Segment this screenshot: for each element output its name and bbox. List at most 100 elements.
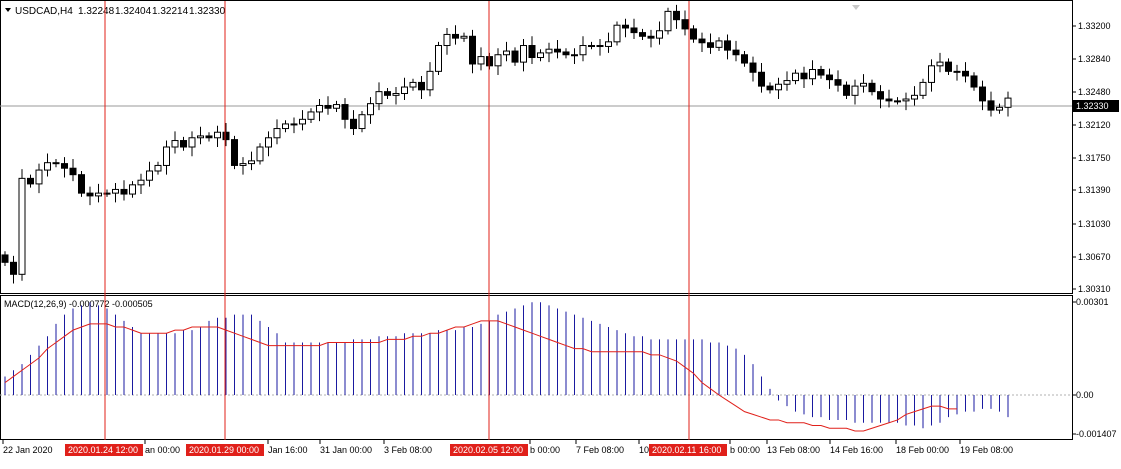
- candle-body: [885, 98, 893, 102]
- candle-body: [27, 177, 34, 185]
- symbol-dropdown-icon[interactable]: [5, 8, 11, 12]
- candle-body: [95, 192, 102, 197]
- candle-body: [1, 254, 9, 263]
- candle-body: [494, 54, 502, 67]
- candle-body: [341, 104, 349, 120]
- ohlc-open: 1.32248: [78, 6, 115, 17]
- price-tick: 1.30310: [1078, 284, 1111, 294]
- candle-body: [290, 123, 298, 126]
- candle-body: [545, 48, 553, 54]
- candle-body: [690, 28, 697, 40]
- price-tick: 1.33200: [1078, 21, 1111, 31]
- price-tick: 1.32480: [1078, 87, 1111, 97]
- candle-body: [426, 70, 434, 91]
- time-axis: 22 Jan 2020 an 00:00 Jan 16:00 31 Jan 00…: [2, 440, 1013, 455]
- candle-body: [528, 45, 536, 59]
- candle-body: [605, 41, 612, 47]
- candle-body: [775, 83, 782, 91]
- candle-body: [749, 62, 757, 73]
- candle-body: [698, 38, 706, 44]
- candle-body: [826, 74, 833, 81]
- candle-body: [103, 192, 111, 195]
- candle-body: [987, 100, 995, 111]
- candle-body: [970, 75, 978, 88]
- time-marker-label: 2020.02.05 12:00: [453, 445, 523, 455]
- price-axis: 1.33200 1.32840 1.32480 1.32120 1.31750 …: [1072, 21, 1111, 294]
- candle-body: [282, 123, 289, 130]
- symbol-label[interactable]: USDCAD,H4: [15, 6, 73, 17]
- candle-body: [112, 188, 119, 194]
- time-label: b 00:00: [530, 445, 560, 455]
- candle-body: [409, 81, 417, 88]
- candle-body: [392, 92, 400, 96]
- candle-body: [367, 103, 374, 116]
- candle-body: [902, 98, 910, 102]
- candle-body: [214, 131, 221, 139]
- current-price-badge: [1073, 100, 1119, 112]
- candle-body: [656, 30, 663, 39]
- price-pane[interactable]: [0, 0, 1073, 294]
- candle-body: [44, 162, 51, 171]
- candle-body: [384, 91, 391, 96]
- candle-body: [86, 192, 94, 197]
- candle-body: [443, 33, 451, 47]
- candle-body: [18, 177, 26, 275]
- candle-body: [919, 81, 927, 96]
- candle-body: [664, 10, 672, 32]
- candle-body: [639, 32, 646, 37]
- candle-body: [741, 54, 748, 64]
- candle-body: [758, 71, 765, 87]
- time-marker-badge: [450, 444, 528, 456]
- time-marker-badge: [186, 444, 264, 456]
- candle-body: [817, 69, 825, 76]
- candle-body: [375, 91, 383, 105]
- candle-body: [511, 50, 519, 63]
- macd-tick: 0.00: [1076, 390, 1094, 400]
- candle-body: [418, 81, 425, 91]
- candle-body: [222, 131, 230, 141]
- candle-body: [622, 24, 629, 29]
- candle-body: [273, 128, 281, 139]
- time-marker-badge: [65, 444, 143, 456]
- candle-body: [962, 70, 969, 77]
- time-label: 13 Feb 08:00: [767, 445, 820, 455]
- candle-body: [681, 19, 689, 30]
- indicator-pane[interactable]: [0, 295, 1073, 440]
- macd-tick: -0.001407: [1076, 429, 1117, 439]
- time-label: Jan 16:00: [268, 445, 308, 455]
- candle-body: [69, 167, 77, 176]
- time-label: 10: [639, 445, 649, 455]
- candle-body: [469, 35, 476, 65]
- time-marker-label: 2020.01.29 00:00: [189, 445, 259, 455]
- candle-body: [256, 146, 264, 162]
- candle-body: [35, 169, 43, 185]
- macd-histogram: [4, 302, 1009, 429]
- candle-body: [868, 82, 876, 93]
- candle-body: [732, 49, 740, 56]
- macd-axis: 0.00301 0.00 -0.001407: [1072, 297, 1117, 439]
- time-label: b 00:00: [730, 445, 760, 455]
- candle-body: [851, 85, 859, 96]
- candle-body: [78, 174, 85, 194]
- ohlc-high: 1.32404: [115, 6, 152, 17]
- candle-body: [579, 45, 587, 56]
- candle-body: [673, 10, 680, 21]
- macd-label[interactable]: MACD(12,26,9) -0.000772 -0.000505: [4, 299, 153, 309]
- candle-body: [647, 35, 655, 39]
- candle-body: [834, 79, 842, 86]
- candle-body: [877, 91, 884, 100]
- candle-body: [333, 104, 340, 109]
- time-marker-badges: 2020.01.24 12:00 2020.01.29 00:00 2020.0…: [65, 444, 727, 456]
- price-tick: 1.31030: [1078, 219, 1111, 229]
- current-price-label: 1.32330: [1076, 101, 1109, 111]
- candle-body: [537, 52, 544, 59]
- candle-body: [843, 84, 850, 96]
- candle-body: [979, 86, 986, 102]
- candle-body: [571, 54, 578, 57]
- chart-shift-icon[interactable]: [852, 5, 860, 10]
- time-label: 18 Feb 00:00: [896, 445, 949, 455]
- candle-body: [613, 24, 621, 43]
- candle-body: [239, 163, 247, 166]
- candle-body: [562, 51, 570, 56]
